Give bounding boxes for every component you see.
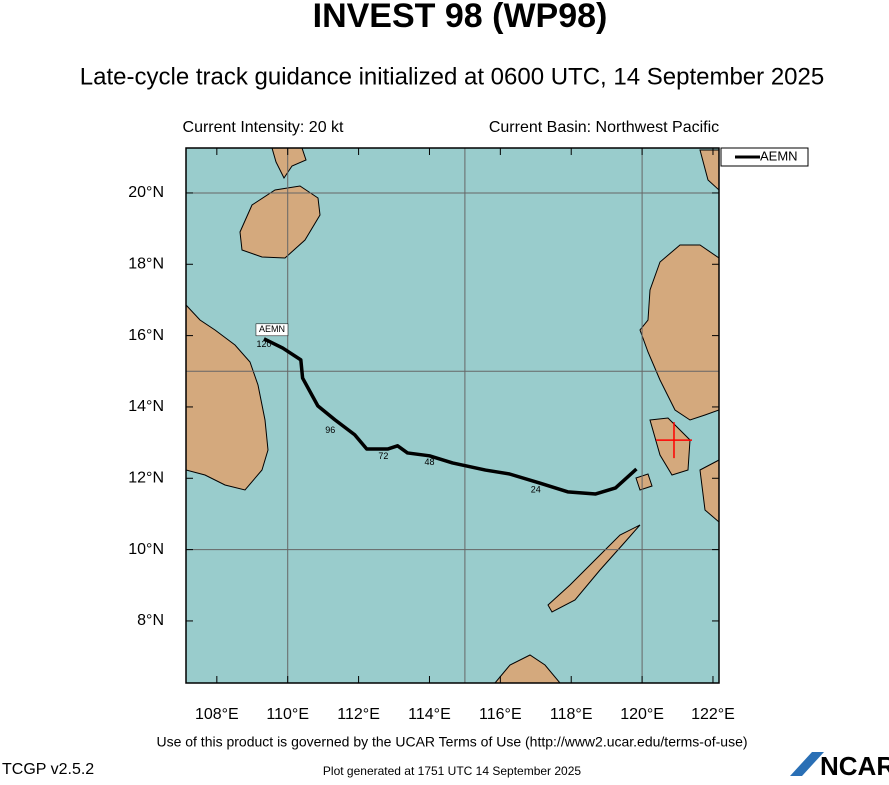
y-tick-label: 16°N (128, 327, 164, 344)
intensity: Current Intensity: 20 kt (183, 119, 345, 136)
logo-text: NCAR (820, 751, 889, 780)
y-tick-label: 8°N (137, 612, 164, 629)
hour-label: 24 (531, 485, 541, 495)
x-tick-label: 122°E (691, 706, 735, 723)
map-frame (185, 147, 720, 684)
x-tick-label: 112°E (337, 706, 380, 723)
y-tick-label: 20°N (128, 184, 164, 201)
logo: NCAR (790, 751, 889, 781)
hour-label: 96 (325, 425, 335, 435)
y-tick-label: 12°N (128, 469, 164, 486)
chart-subtitle: Late-cycle track guidance initialized at… (80, 63, 824, 90)
legend-label: AEMN (760, 148, 798, 163)
hour-label: 48 (424, 457, 434, 467)
hour-label: 120 (256, 339, 271, 349)
track-label-box (255, 323, 289, 337)
chart-title: INVEST 98 (WP98) (313, 0, 608, 35)
y-tick-label: 18°N (128, 255, 164, 272)
land (186, 148, 719, 683)
current-position (655, 422, 692, 459)
version: TCGP v2.5.2 (2, 761, 94, 778)
x-tick-label: 120°E (620, 706, 664, 723)
x-tick-label: 116°E (479, 706, 522, 723)
track-label: AEMN (259, 324, 285, 334)
y-tick-label: 14°N (128, 398, 164, 415)
track-line (263, 337, 638, 496)
generated: Plot generated at 1751 UTC 14 September … (323, 764, 581, 778)
x-tick-label: 110°E (266, 706, 309, 723)
terms: Use of this product is governed by the U… (156, 734, 747, 750)
legend-box (720, 147, 809, 167)
x-tick-label: 114°E (408, 706, 451, 723)
x-tick-label: 108°E (195, 706, 239, 723)
basin: Current Basin: Northwest Pacific (489, 119, 719, 136)
hour-label: 72 (378, 451, 388, 461)
x-tick-label: 118°E (550, 706, 593, 723)
logo-mark (790, 752, 824, 776)
y-tick-label: 10°N (128, 541, 164, 558)
